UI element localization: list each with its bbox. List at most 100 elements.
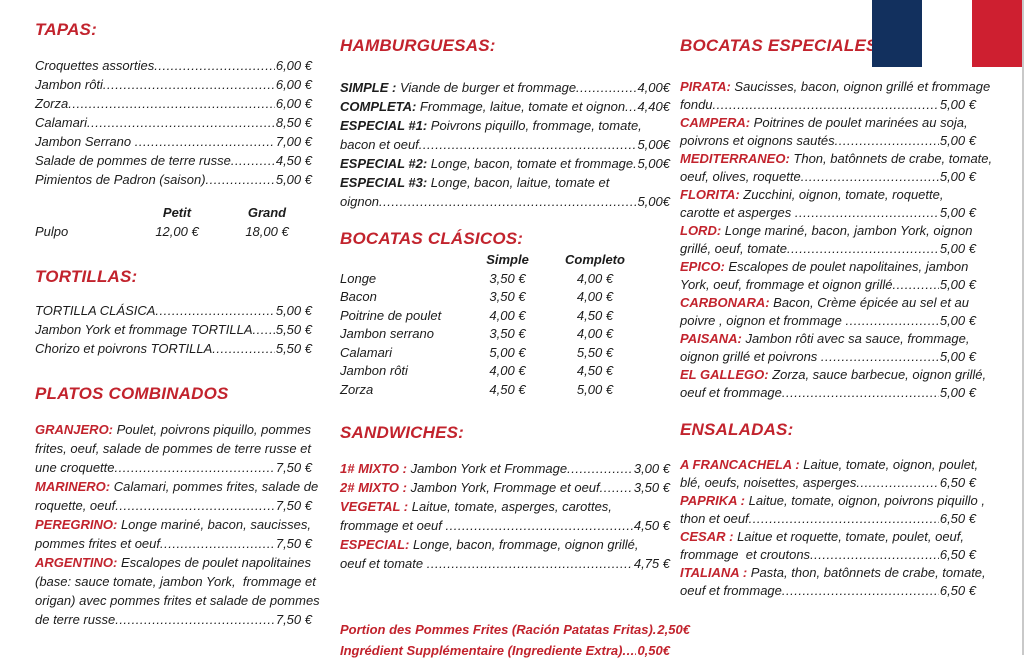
item-price: 4,75 € bbox=[633, 556, 670, 571]
dot-leader bbox=[68, 94, 275, 113]
dot-leader bbox=[845, 312, 938, 330]
menu-item: 1# MIXTO : Jambon York et Frommage 3,00 € bbox=[340, 459, 670, 478]
table-row: Jambon rôti 4,00 € 4,50 € bbox=[340, 362, 670, 381]
dot-leader bbox=[87, 113, 275, 132]
item-price: 5,00 € bbox=[939, 385, 976, 400]
item-text: Laitue, tomate, oignon, poulet, bbox=[799, 457, 979, 472]
menu-item: COMPLETA: Frommage, laitue, tomate et oi… bbox=[340, 97, 670, 116]
item-name: MARINERO: bbox=[35, 479, 111, 494]
item-text: Escalopes de poulet napolitaines, jambon bbox=[724, 259, 969, 274]
item-price: 5,00 € bbox=[939, 313, 976, 328]
section-bocatas-clasicos: BOCATAS CLÁSICOS: Simple Completo Longe 3,50… bbox=[340, 229, 670, 399]
dot-leader bbox=[795, 204, 939, 222]
flag-stripe-blue bbox=[872, 0, 922, 67]
menu-item: TORTILLA CLÁSICA 5,00 € bbox=[35, 301, 312, 320]
section-ensaladas: ENSALADAS: A FRANCACHELA : Laitue, tomate… bbox=[680, 420, 986, 600]
item-text: pommes frites et oeuf bbox=[35, 536, 160, 551]
section-title: PLATOS COMBINADOS bbox=[35, 384, 229, 403]
menu-item: Chorizo et poivrons TORTILLA 5,50 € bbox=[35, 339, 312, 358]
item-price: 5,00 € bbox=[275, 303, 312, 318]
item-price: 2,50€ bbox=[657, 622, 690, 637]
item-text: Escalopes de poulet napolitaines bbox=[117, 555, 312, 570]
item-text: Saucisses, bacon, oignon grillé et fromm… bbox=[730, 79, 991, 94]
item-name: LORD: bbox=[680, 223, 722, 238]
menu-item: FLORITA: Zucchini, oignon, tomate, roque… bbox=[680, 186, 976, 222]
menu-line: Calamari 8,50 € bbox=[35, 113, 312, 132]
row-label: Pulpo bbox=[35, 224, 69, 239]
flag-stripe-white bbox=[922, 0, 972, 67]
dot-leader bbox=[154, 56, 275, 75]
item-text: frommage et oeuf bbox=[340, 518, 446, 533]
item-price: 6,50 € bbox=[939, 583, 976, 598]
menu-line: Jambon Serrano 7,00 € bbox=[35, 132, 312, 151]
item-price: 4,00€ bbox=[637, 80, 670, 95]
section-bocatas-especiales: BOCATAS ESPECIALES : PIRATA: Saucisses, b… bbox=[680, 36, 992, 402]
menu-item: ESPECIAL: Longe, bacon, frommage, oignon… bbox=[340, 535, 670, 573]
row-price: 4,50 € bbox=[576, 363, 614, 378]
row-label: Jambon rôti bbox=[340, 363, 408, 378]
table-corner bbox=[35, 203, 132, 222]
item-text: thon et oeuf bbox=[680, 511, 749, 526]
item-price: 5,00 € bbox=[939, 97, 976, 112]
dot-leader bbox=[835, 132, 939, 150]
row-price: 5,00 € bbox=[489, 344, 526, 360]
item-price: 6,00 € bbox=[275, 96, 312, 111]
menu-item: ITALIANA : Pasta, thon, batônnets de cra… bbox=[680, 564, 986, 600]
item-price: 4,40€ bbox=[637, 99, 670, 114]
dot-leader bbox=[749, 510, 939, 528]
item-price: 5,50 € bbox=[275, 322, 312, 337]
dot-leader bbox=[253, 320, 275, 339]
section-title: TORTILLAS: bbox=[35, 267, 138, 286]
item-name: ESPECIAL #3: bbox=[340, 175, 428, 190]
price-table-header: Petit Grand bbox=[35, 203, 312, 222]
item-price: 5,00€ bbox=[637, 137, 670, 152]
item-name: ESPECIAL: bbox=[340, 537, 410, 552]
row-label: Bacon bbox=[340, 289, 377, 304]
menu-line: Ingrédient Supplémentaire (Ingrediente E… bbox=[340, 640, 670, 661]
item-text: oignon bbox=[340, 194, 380, 209]
menu-item: Jambon rôti 6,00 € bbox=[35, 75, 312, 94]
menu-item: SIMPLE : Viande de burger et frommage 4,0… bbox=[340, 78, 670, 97]
dot-leader bbox=[446, 516, 633, 535]
table-row: Calamari 5,00 € 5,50 € bbox=[340, 344, 670, 363]
item-text: Poulet, poivrons piquillo, pommes bbox=[113, 422, 312, 437]
item-name: A FRANCACHELA : bbox=[680, 457, 800, 472]
menu-line: bacon et oeuf 5,00€ bbox=[340, 135, 670, 154]
item-price: 4,50 € bbox=[633, 518, 670, 533]
menu-item: CESAR : Laitue et roquette, tomate, poul… bbox=[680, 528, 976, 564]
menu-line: frommage et croutons 6,50 € bbox=[680, 546, 976, 564]
dot-leader bbox=[787, 240, 939, 258]
menu-line: Zorza 6,00 € bbox=[35, 94, 312, 113]
menu-line: frommage et oeuf 4,50 € bbox=[340, 516, 670, 535]
menu-line: pommes frites et oeuf 7,50 € bbox=[35, 534, 312, 553]
item-text: Calamari bbox=[35, 115, 88, 130]
menu-item: LORD: Longe mariné, bacon, jambon York, … bbox=[680, 222, 976, 258]
menu-item: PAPRIKA : Laitue, tomate, oignon, poivro… bbox=[680, 492, 985, 528]
menu-line: A FRANCACHELA : Laitue, tomate, oignon, … bbox=[680, 456, 979, 474]
item-text: oignon grillé et poivrons bbox=[680, 349, 821, 364]
column-header: Petit bbox=[162, 205, 192, 220]
item-price: 6,50 € bbox=[939, 475, 976, 490]
row-label: Longe bbox=[340, 270, 377, 286]
dot-leader bbox=[576, 78, 636, 97]
menu-line: CARBONARA: Bacon, Crème épicée au sel et… bbox=[680, 294, 976, 312]
item-text: Jambon York, Frommage et oeuf bbox=[406, 480, 600, 495]
item-text: Longe, bacon, frommage, oignon grillé, bbox=[409, 537, 639, 552]
item-text: Poitrines de poulet marinées au soja, bbox=[750, 115, 968, 130]
menu-line: Salade de pommes de terre russe 4,50 € bbox=[35, 151, 312, 170]
item-text: Jambon rôti avec sa sauce, frommage, bbox=[741, 331, 970, 346]
item-name: PIRATA: bbox=[680, 79, 731, 94]
menu-line: oignon 5,00€ bbox=[340, 192, 670, 211]
item-text: poivrons et oignons sautés bbox=[680, 133, 835, 148]
menu-line: PEREGRINO: Longe mariné, bacon, saucisse… bbox=[35, 515, 312, 534]
menu-line: COMPLETA: Frommage, laitue, tomate et oi… bbox=[340, 97, 670, 116]
item-price: 5,00 € bbox=[939, 277, 976, 292]
item-price: 8,50 € bbox=[275, 115, 312, 130]
menu-item: MEDITERRANEO: Thon, batônnets de crabe, … bbox=[680, 150, 992, 186]
menu-line: thon et oeuf 6,50 € bbox=[680, 510, 976, 528]
item-text: York, oeuf, frommage et oignon grillé bbox=[680, 277, 893, 292]
section-tortillas: TORTILLAS: TORTILLA CLÁSICA 5,00 € Jambon Y… bbox=[35, 267, 312, 358]
item-text: Longe mariné, bacon, jambon York, oignon bbox=[721, 223, 973, 238]
item-text: roquette, oeuf bbox=[35, 498, 116, 513]
menu-item: ARGENTINO: Escalopes de poulet napolitai… bbox=[35, 553, 320, 629]
